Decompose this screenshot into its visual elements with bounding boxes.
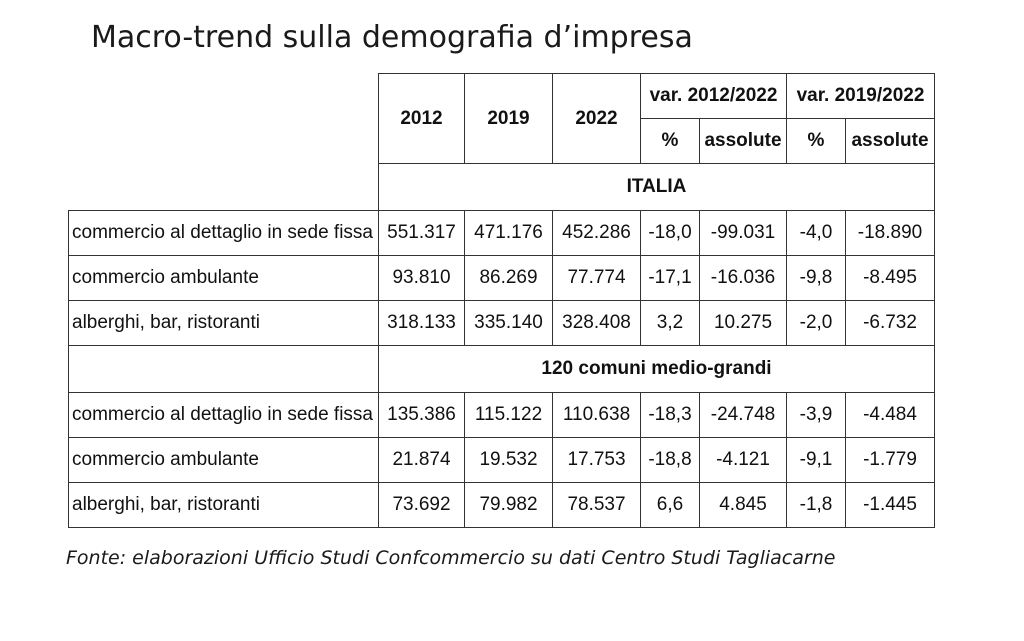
table-row: commercio ambulante 21.874 19.532 17.753… (68, 437, 935, 483)
cell-2019: 335.140 (464, 300, 553, 346)
header-var-2019-2022: var. 2019/2022 (786, 73, 935, 119)
page-title: Macro-trend sulla demografia d’impresa (91, 20, 693, 55)
table-row: commercio al dettaglio in sede fissa 135… (68, 392, 935, 438)
cell-pct-1: -18,8 (640, 437, 700, 483)
demography-table: 2012 2019 2022 var. 2012/2022 var. 2019/… (68, 73, 935, 528)
cell-2019: 19.532 (464, 437, 553, 483)
cell-2019: 86.269 (464, 255, 553, 301)
cell-2012: 135.386 (378, 392, 465, 438)
cell-abs-2: -8.495 (845, 255, 935, 301)
cell-2019: 79.982 (464, 482, 553, 528)
cell-pct-2: -3,9 (786, 392, 846, 438)
cell-2012: 93.810 (378, 255, 465, 301)
row-label: alberghi, bar, ristoranti (68, 482, 379, 528)
cell-2012: 73.692 (378, 482, 465, 528)
cell-pct-2: -9,1 (786, 437, 846, 483)
cell-abs-2: -4.484 (845, 392, 935, 438)
cell-pct-2: -9,8 (786, 255, 846, 301)
row-label: alberghi, bar, ristoranti (68, 300, 379, 346)
cell-pct-2: -1,8 (786, 482, 846, 528)
cell-2012: 318.133 (378, 300, 465, 346)
table-row: commercio ambulante 93.810 86.269 77.774… (68, 255, 935, 301)
header-2019: 2019 (464, 73, 553, 164)
cell-pct-2: -2,0 (786, 300, 846, 346)
cell-abs-1: -24.748 (699, 392, 787, 438)
cell-abs-1: 10.275 (699, 300, 787, 346)
row-label: commercio al dettaglio in sede fissa (68, 210, 379, 256)
cell-abs-2: -1.445 (845, 482, 935, 528)
cell-abs-2: -6.732 (845, 300, 935, 346)
cell-abs-1: -4.121 (699, 437, 787, 483)
header-abs-1: assolute (699, 118, 787, 164)
row-label: commercio ambulante (68, 255, 379, 301)
cell-2022: 110.638 (552, 392, 641, 438)
section-title: 120 comuni medio-grandi (378, 345, 935, 393)
table-row: alberghi, bar, ristoranti 73.692 79.982 … (68, 482, 935, 528)
cell-pct-1: -17,1 (640, 255, 700, 301)
cell-abs-1: -16.036 (699, 255, 787, 301)
cell-abs-2: -1.779 (845, 437, 935, 483)
cell-pct-1: -18,0 (640, 210, 700, 256)
header-2022: 2022 (552, 73, 641, 164)
section-row-comuni: 120 comuni medio-grandi (68, 345, 935, 393)
cell-abs-1: -99.031 (699, 210, 787, 256)
cell-2022: 77.774 (552, 255, 641, 301)
cell-2022: 78.537 (552, 482, 641, 528)
cell-pct-1: 3,2 (640, 300, 700, 346)
cell-pct-1: 6,6 (640, 482, 700, 528)
section-blank-cell (69, 164, 379, 211)
header-pct-2: % (786, 118, 846, 164)
table-row: alberghi, bar, ristoranti 318.133 335.14… (68, 300, 935, 346)
header-row-years: 2012 2019 2022 var. 2012/2022 var. 2019/… (69, 73, 935, 164)
section-blank-cell (68, 345, 379, 393)
section-title: ITALIA (378, 163, 935, 211)
header-abs-2: assolute (845, 118, 935, 164)
row-label: commercio al dettaglio in sede fissa (68, 392, 379, 438)
cell-abs-1: 4.845 (699, 482, 787, 528)
cell-abs-2: -18.890 (845, 210, 935, 256)
header-pct-1: % (640, 118, 700, 164)
header-row-units: % assolute % assolute (69, 118, 935, 164)
source-note: Fonte: elaborazioni Ufficio Studi Confco… (66, 547, 836, 569)
header-blank-cell (69, 74, 379, 164)
section-row-italia: ITALIA (69, 163, 935, 211)
cell-pct-1: -18,3 (640, 392, 700, 438)
cell-2012: 551.317 (378, 210, 465, 256)
header-var-2012-2022: var. 2012/2022 (640, 73, 787, 119)
cell-2022: 328.408 (552, 300, 641, 346)
cell-2019: 471.176 (464, 210, 553, 256)
table-row: commercio al dettaglio in sede fissa 551… (68, 210, 935, 256)
cell-2012: 21.874 (378, 437, 465, 483)
row-label: commercio ambulante (68, 437, 379, 483)
cell-pct-2: -4,0 (786, 210, 846, 256)
cell-2022: 452.286 (552, 210, 641, 256)
cell-2019: 115.122 (464, 392, 553, 438)
cell-2022: 17.753 (552, 437, 641, 483)
header-2012: 2012 (378, 73, 465, 164)
